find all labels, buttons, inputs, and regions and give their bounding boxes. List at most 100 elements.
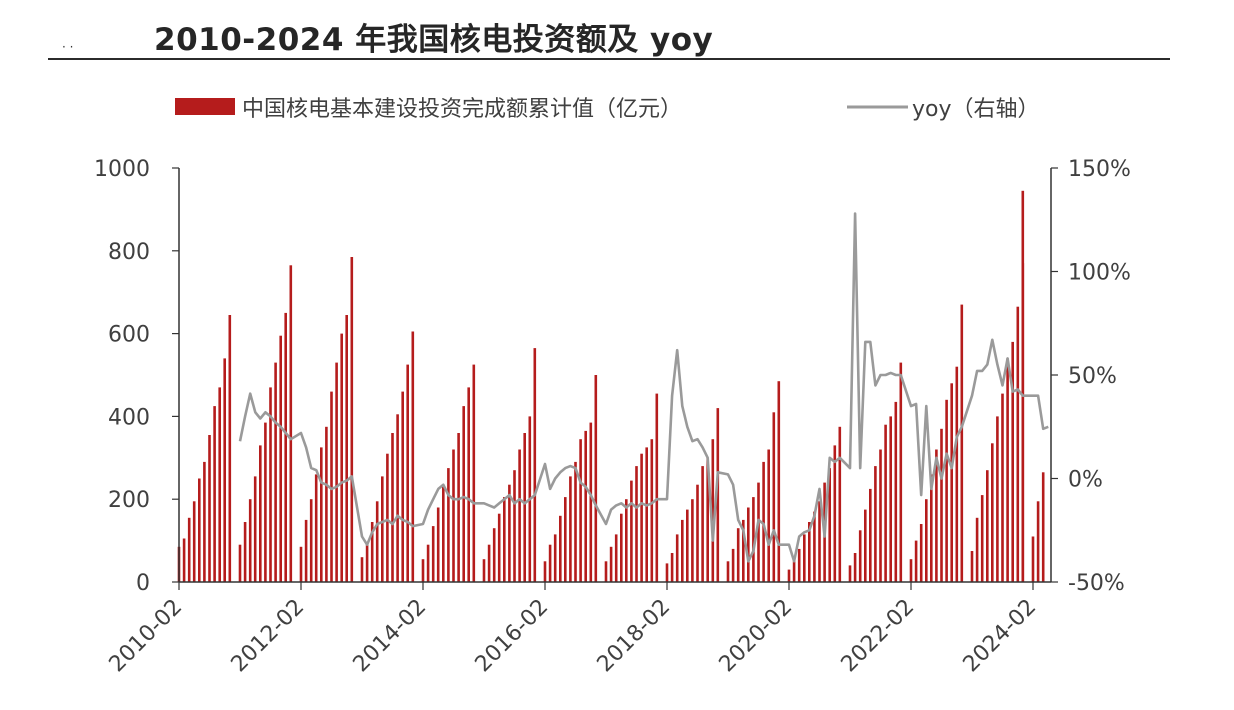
bar <box>614 534 618 582</box>
x-tick-label: 2024-02 <box>959 595 1042 678</box>
bar <box>203 461 206 582</box>
x-tick-label: 2016-02 <box>471 595 554 678</box>
legend-label-bar: 中国核电基本建设投资完成额累计值（亿元） <box>242 97 682 122</box>
bar <box>762 461 765 582</box>
y-right-tick-label: -50% <box>1068 571 1125 596</box>
x-tick-label: 2012-02 <box>227 595 310 678</box>
bar <box>182 538 186 582</box>
bar <box>584 430 587 582</box>
y-left-tick-label: 400 <box>108 405 150 430</box>
bar <box>472 364 476 582</box>
bar <box>279 335 282 582</box>
bar-series <box>177 190 1045 583</box>
bar <box>289 265 293 582</box>
bar <box>487 544 491 582</box>
bar <box>838 426 842 583</box>
bar <box>914 540 918 582</box>
bar <box>198 478 201 582</box>
y-left-tick-label: 800 <box>108 240 150 265</box>
title-decoration-dots: · · <box>62 40 74 54</box>
bar <box>320 447 323 582</box>
bar <box>569 476 572 582</box>
bar <box>1036 501 1040 582</box>
bar <box>620 513 623 582</box>
tick-labels: 0 200 400 600 800 1000 -50% 0% 50% 100% 150% 2010-0… <box>94 157 1131 677</box>
bar <box>447 468 450 582</box>
bar <box>909 559 913 582</box>
bar <box>340 333 343 582</box>
bar <box>350 257 354 582</box>
bar <box>970 551 974 582</box>
bar <box>777 381 781 582</box>
bar <box>706 457 709 582</box>
bar <box>548 544 552 582</box>
bar <box>365 544 369 582</box>
bar <box>579 439 582 582</box>
bar <box>314 474 318 582</box>
bar <box>986 470 989 582</box>
bar <box>691 499 694 582</box>
bar <box>950 383 953 582</box>
y-right-tick-label: 100% <box>1068 261 1131 286</box>
bar <box>533 348 537 582</box>
axes <box>178 168 1052 583</box>
y-right-tick-label: 0% <box>1068 468 1103 493</box>
bar <box>630 480 633 582</box>
bar <box>360 557 364 582</box>
bar <box>325 426 328 583</box>
bar <box>991 443 994 582</box>
bar <box>574 461 577 582</box>
bar <box>736 528 740 582</box>
legend: 中国核电基本建设投资完成额累计值（亿元） yoy（右轴） <box>175 97 1040 122</box>
bar <box>716 408 720 582</box>
bar <box>879 449 882 582</box>
legend-label-line: yoy（右轴） <box>912 97 1040 122</box>
bar <box>208 435 211 582</box>
bar <box>543 561 547 582</box>
bar <box>726 561 730 582</box>
bar <box>792 561 796 582</box>
bar <box>513 470 516 582</box>
y-right-tick-label: 50% <box>1068 364 1117 389</box>
bar <box>421 559 425 582</box>
bar <box>264 422 267 582</box>
bar <box>675 534 679 582</box>
bar <box>482 559 486 582</box>
bar <box>259 445 262 582</box>
bar <box>386 453 389 582</box>
bar <box>1016 306 1020 582</box>
yoy-line <box>238 212 1049 563</box>
bar <box>742 519 745 582</box>
bar <box>711 439 715 582</box>
bar <box>243 522 247 582</box>
bar <box>996 416 999 582</box>
bar <box>731 548 735 582</box>
bar <box>426 544 430 582</box>
bar <box>640 453 643 582</box>
y-left-tick-label: 200 <box>108 488 150 513</box>
bar <box>309 499 313 582</box>
bar <box>396 414 399 582</box>
bar <box>452 449 455 582</box>
bar <box>757 482 760 582</box>
bar <box>975 517 979 582</box>
title-divider <box>48 58 1170 60</box>
bar <box>523 433 526 582</box>
bar <box>767 449 770 582</box>
bar <box>381 476 384 582</box>
bar <box>828 468 831 582</box>
bar <box>935 449 938 582</box>
bar <box>391 433 394 582</box>
bar <box>655 393 659 582</box>
bar <box>889 416 892 582</box>
bar <box>223 358 226 582</box>
bar <box>299 546 303 582</box>
bar <box>187 517 191 582</box>
bar <box>411 331 415 582</box>
bar <box>650 439 654 582</box>
bar <box>284 312 287 582</box>
bar <box>869 488 872 582</box>
bar <box>808 522 811 582</box>
bar <box>696 484 699 582</box>
